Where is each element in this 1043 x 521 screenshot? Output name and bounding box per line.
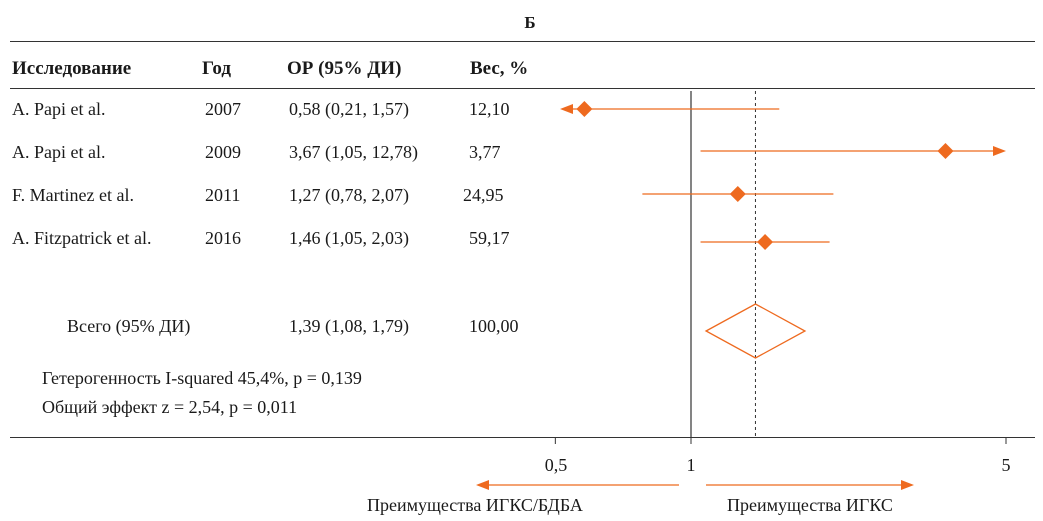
study-name: F. Martinez et al. — [12, 185, 135, 205]
heterogeneity-note: Гетерогенность I-squared 45,4%, p = 0,13… — [42, 368, 362, 388]
total-label: Всего (95% ДИ) — [67, 316, 191, 336]
study-year: 2011 — [205, 185, 241, 205]
study-ci: 1,46 (1,05, 2,03) — [289, 228, 409, 248]
direction-label-right: Преимущества ИГКС — [727, 495, 893, 515]
direction-arrow-left-head — [476, 480, 489, 490]
study-name: A. Papi et al. — [12, 142, 106, 162]
bottom-rule — [10, 437, 1035, 438]
study-ci: 1,27 (0,78, 2,07) — [289, 185, 409, 205]
header-year: Год — [202, 58, 231, 79]
total-weight: 100,00 — [469, 316, 519, 336]
header-ci: ОР (95% ДИ) — [287, 58, 402, 79]
study-weight: 24,95 — [463, 185, 504, 205]
point-estimate-marker — [729, 186, 746, 202]
pooled-diamond — [704, 303, 807, 359]
tick-label-0.5: 0,5 — [544, 455, 568, 475]
header-study: Исследование — [12, 58, 132, 79]
study-weight: 59,17 — [469, 228, 510, 248]
study-year: 2016 — [205, 228, 241, 248]
header-weight: Вес, % — [470, 58, 529, 79]
point-estimate-marker — [576, 101, 593, 117]
study-name: A. Papi et al. — [12, 99, 106, 119]
total-ci: 1,39 (1,08, 1,79) — [289, 316, 409, 336]
panel-label: Б — [524, 13, 536, 32]
study-ci: 3,67 (1,05, 12,78) — [289, 142, 418, 162]
direction-label-left: Преимущества ИГКС/БДБА — [367, 495, 583, 515]
study-year: 2007 — [205, 99, 241, 119]
study-weight: 3,77 — [469, 142, 501, 162]
header-rule — [10, 88, 1035, 89]
tick-label-5: 5 — [1001, 455, 1011, 475]
overall-effect-note: Общий эффект z = 2,54, p = 0,011 — [42, 397, 298, 417]
study-name: A. Fitzpatrick et al. — [12, 228, 152, 248]
ci-arrow-left — [560, 104, 573, 114]
point-estimate-marker — [757, 234, 774, 250]
study-ci: 0,58 (0,21, 1,57) — [289, 99, 409, 119]
study-year: 2009 — [205, 142, 241, 162]
tick-label-1: 1 — [686, 455, 696, 475]
top-rule — [10, 41, 1035, 42]
ci-arrow-right — [993, 146, 1006, 156]
study-weight: 12,10 — [469, 99, 510, 119]
direction-arrow-right-head — [901, 480, 914, 490]
point-estimate-marker — [937, 143, 954, 159]
